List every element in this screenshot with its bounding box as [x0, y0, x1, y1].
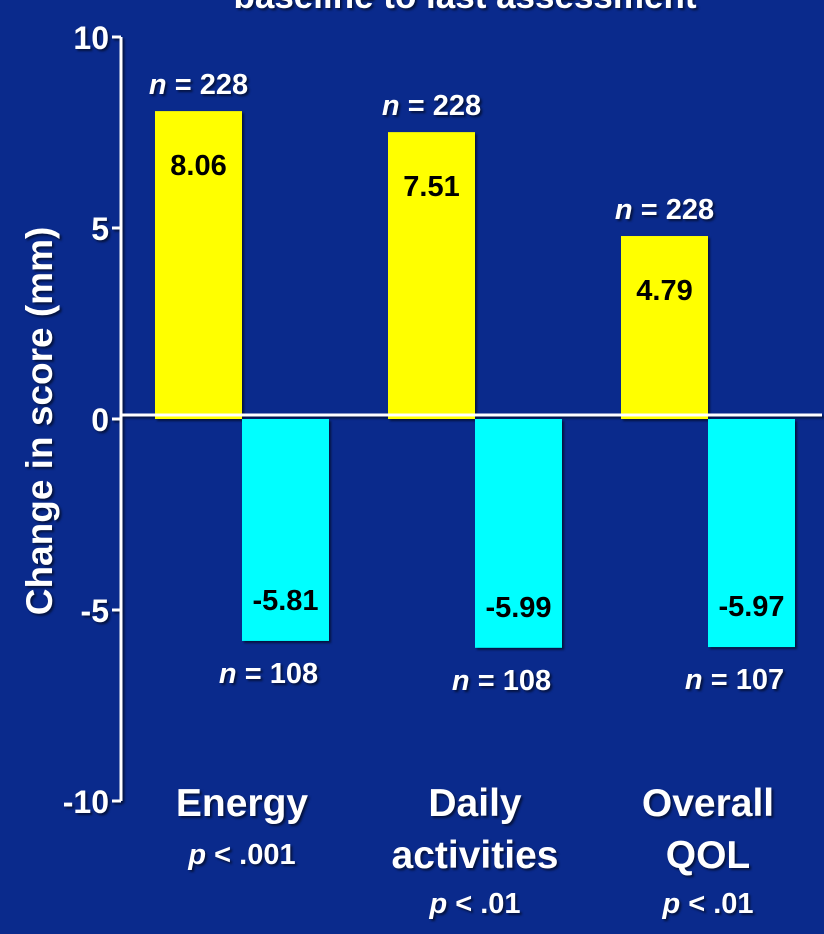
bar-value-label: -5.81: [252, 585, 318, 617]
category-label: QOL: [666, 834, 751, 877]
bar-value-label: -5.97: [718, 591, 784, 623]
labels: 8.06 n = 228 7.51 n = 228 4.79 n = 228 -5.81 n …: [149, 69, 785, 920]
bar-value-label: -5.99: [485, 592, 551, 624]
bar-positive: [155, 111, 242, 419]
n-label: n = 228: [615, 194, 714, 226]
bar-value-label: 7.51: [403, 171, 459, 203]
y-tick-label: 5: [91, 211, 109, 247]
p-value-label: p < .01: [661, 888, 753, 920]
p-value-label: p < .001: [187, 839, 295, 871]
category-label: Energy: [176, 782, 309, 825]
y-axis-label: Change in score (mm): [19, 227, 60, 616]
bars: [155, 111, 795, 648]
bar-negative: [242, 419, 329, 641]
bar-value-label: 8.06: [170, 150, 226, 182]
n-label: n = 107: [685, 664, 784, 696]
bar-value-label: 4.79: [636, 275, 692, 307]
bar-negative: [475, 419, 562, 648]
y-tick-label: -5: [81, 593, 109, 629]
y-tick-label: -10: [63, 784, 109, 820]
n-label: n = 108: [219, 658, 318, 690]
p-value-label: p < .01: [428, 888, 520, 920]
category-label: Overall: [642, 782, 774, 825]
n-label: n = 108: [452, 665, 551, 697]
chart-title: baseline to last assessment: [234, 0, 697, 16]
y-axis-ticks: 10 5 0 -5 -10: [63, 20, 121, 820]
y-tick-label: 10: [73, 20, 109, 56]
y-tick-label: 0: [91, 402, 109, 438]
n-label: n = 228: [382, 90, 481, 122]
category-label: activities: [392, 834, 559, 877]
bar-positive: [621, 236, 708, 419]
n-label: n = 228: [149, 69, 248, 101]
bar-negative: [708, 419, 795, 648]
category-label: Daily: [428, 782, 522, 825]
bar-positive: [388, 132, 475, 420]
